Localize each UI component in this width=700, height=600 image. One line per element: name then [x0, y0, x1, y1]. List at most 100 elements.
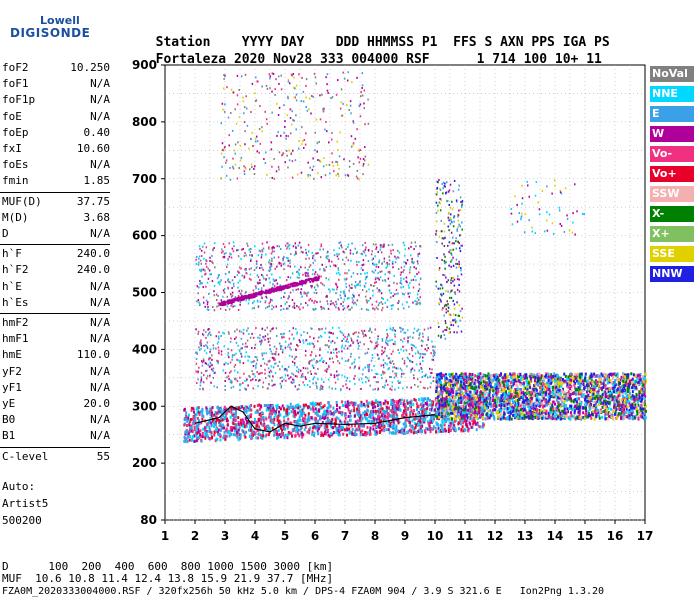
echo-point — [537, 409, 540, 413]
echo-point — [438, 390, 441, 394]
echo-point — [293, 415, 296, 419]
echo-point — [375, 246, 378, 249]
echo-point — [403, 244, 406, 247]
echo-point — [303, 417, 306, 421]
echo-point — [467, 381, 470, 385]
echo-point — [604, 383, 607, 387]
echo-point — [319, 417, 322, 421]
echo-point — [379, 276, 382, 279]
echo-point — [592, 385, 595, 389]
echo-point — [554, 402, 557, 406]
legend-item-vo: Vo- — [650, 146, 694, 162]
echo-point — [430, 403, 433, 407]
header-label-station: Station — [155, 35, 211, 50]
param-separator — [0, 446, 110, 448]
echo-point — [265, 295, 267, 298]
echo-point — [342, 250, 345, 253]
header-label-yyyy: YYYY — [241, 35, 274, 50]
echo-point — [295, 250, 297, 253]
logo-digisonde: DIGISONDE — [10, 26, 91, 40]
echo-point — [428, 421, 431, 425]
echo-point — [528, 393, 531, 397]
echo-point — [436, 410, 439, 414]
echo-point — [250, 425, 253, 429]
echo-point — [191, 422, 194, 426]
echo-point — [346, 433, 349, 437]
echo-point — [475, 407, 478, 411]
echo-point — [501, 384, 504, 388]
echo-point — [561, 402, 564, 406]
echo-point — [583, 403, 586, 407]
echo-point — [519, 383, 522, 387]
echo-point — [636, 377, 639, 381]
echo-point — [325, 424, 328, 428]
echo-point — [459, 419, 462, 423]
echo-point — [405, 413, 408, 417]
echo-point — [514, 393, 517, 397]
echo-point — [492, 403, 495, 407]
echo-point — [519, 404, 522, 408]
echo-point — [474, 402, 477, 406]
echo-point — [286, 242, 288, 245]
echo-point — [377, 412, 380, 416]
echo-point — [309, 426, 312, 430]
echo-point — [335, 408, 338, 412]
echo-point — [402, 409, 405, 413]
echo-point — [395, 292, 397, 295]
echo-point — [524, 409, 527, 413]
echo-point — [460, 390, 463, 394]
echo-point — [350, 275, 353, 278]
echo-point — [426, 404, 429, 408]
echo-point — [572, 377, 575, 381]
echo-point — [621, 399, 624, 403]
legend-item-nnw: NNW — [650, 266, 694, 282]
echo-point — [213, 418, 216, 422]
echo-point — [255, 266, 258, 269]
echo-point — [596, 399, 599, 403]
echo-point — [377, 425, 380, 429]
echo-point — [614, 389, 617, 393]
echo-point — [642, 417, 645, 421]
echo-point — [508, 385, 511, 389]
echo-point — [617, 383, 620, 387]
echo-point — [514, 388, 517, 392]
echo-point — [582, 393, 585, 397]
echo-point — [429, 415, 432, 419]
echo-point — [429, 418, 432, 422]
echo-point — [332, 406, 335, 410]
echo-point — [617, 391, 620, 395]
echo-point — [563, 411, 566, 415]
echo-point — [234, 415, 237, 419]
echo-point — [628, 413, 631, 417]
echo-point — [306, 294, 308, 297]
echo-traces — [183, 71, 647, 444]
echo-point — [521, 407, 524, 411]
echo-point — [208, 407, 211, 411]
echo-point — [453, 426, 456, 430]
echo-point — [467, 408, 470, 412]
echo-point — [619, 381, 622, 385]
header-label-ffs: FFS — [453, 35, 477, 50]
echo-point — [258, 413, 261, 417]
echo-point — [479, 394, 482, 398]
echo-point — [508, 406, 511, 410]
echo-point — [266, 408, 269, 412]
echo-point — [306, 418, 309, 422]
echo-point — [529, 376, 532, 380]
echo-point — [266, 241, 268, 244]
echo-point — [420, 398, 423, 402]
echo-point — [498, 381, 501, 385]
param-separator — [0, 244, 110, 246]
echo-point — [423, 408, 426, 412]
echo-point — [564, 411, 567, 415]
echo-point — [633, 406, 636, 410]
echo-point — [238, 425, 241, 429]
param-value: 110.0 — [76, 348, 110, 362]
echo-point — [643, 402, 646, 406]
echo-point — [525, 402, 528, 406]
echo-point — [442, 415, 445, 419]
echo-point — [420, 430, 423, 434]
echo-point — [568, 380, 571, 384]
echo-point — [530, 379, 533, 383]
echo-point — [485, 396, 488, 400]
